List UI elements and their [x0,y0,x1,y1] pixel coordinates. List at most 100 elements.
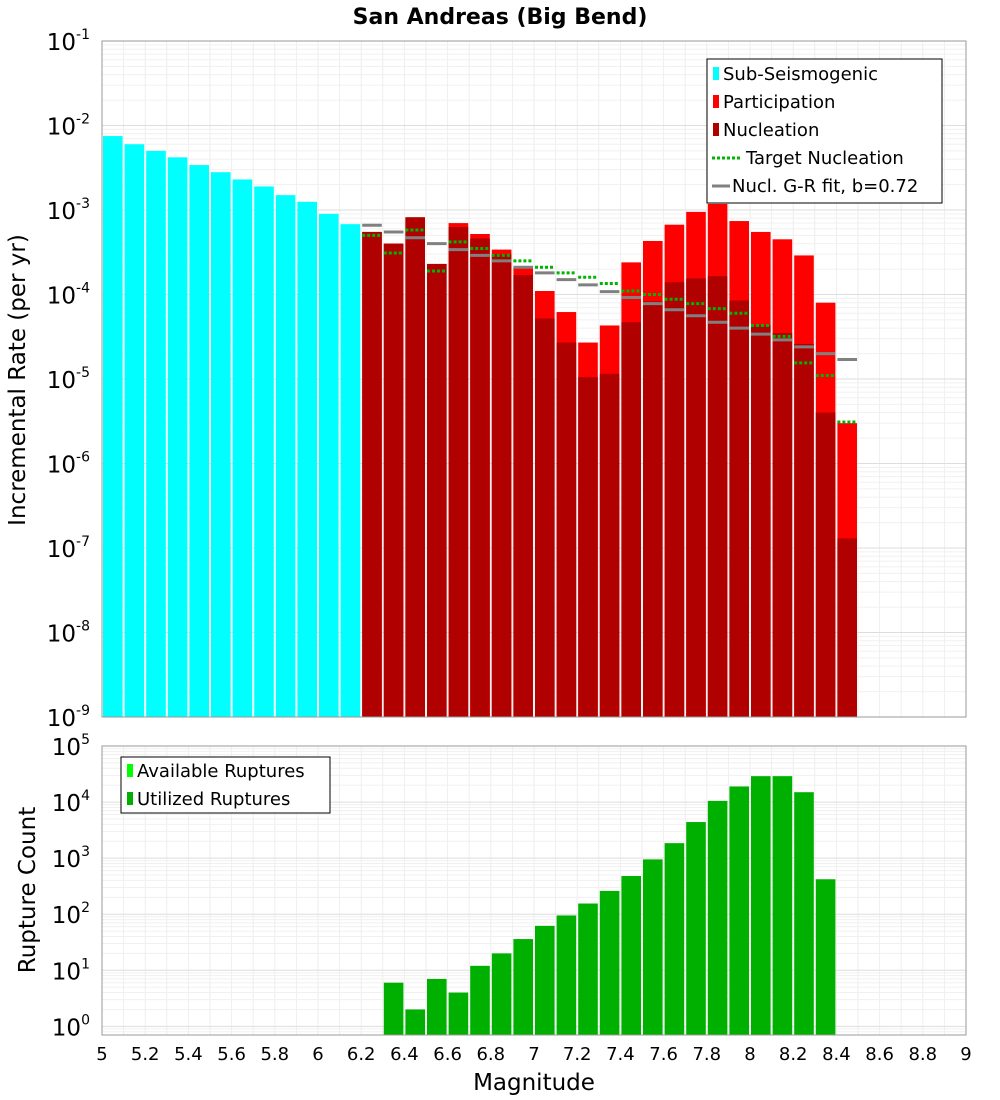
bar-nucleation [599,373,620,717]
bar-nucleation [556,342,577,717]
x-tick-label: 6 [312,1044,323,1065]
bar-utilized-ruptures [427,978,447,1035]
x-tick-label: 7.2 [563,1044,592,1065]
bar-nucleation [686,278,706,717]
y-tick-label: 10-7 [47,534,90,563]
y-tick-label: 100 [52,1012,90,1041]
bar-utilized-ruptures [707,800,728,1035]
bar-nucleation [513,275,533,717]
bar-sub-seismogenic [124,144,145,717]
bar-utilized-ruptures [578,903,598,1035]
bar-utilized-ruptures [470,965,490,1035]
bar-utilized-ruptures [621,875,641,1035]
x-tick-labels: 5 5.2 5.4 5.6 5.8 6 6.2 6.4 6.6 6.8 7 7.2 7.4 7.6 7.8 8… [96,1044,971,1065]
bar-nucleation [837,538,857,717]
x-axis-label: Magnitude [473,1070,595,1096]
y-tick-label: 104 [52,788,90,817]
y-tick-label: 10-9 [47,703,90,732]
bar-nucleation [491,254,512,717]
count-bars [383,776,836,1035]
rate-y-tick-labels: 10-9 10-8 10-7 10-6 10-5 10-4 10-3 10-2 10-1 [47,27,90,732]
y-tick-label: 10-6 [47,450,90,479]
y-tick-label: 102 [52,900,90,929]
legend-label-utilized-ruptures: Utilized Ruptures [137,789,290,810]
bar-nucleation [535,318,555,717]
x-tick-label: 8.2 [779,1044,808,1065]
bar-nucleation [405,217,425,718]
y-tick-label: 10-5 [47,365,90,394]
y-tick-label: 10-1 [47,27,90,56]
count-legend-box [120,756,331,814]
x-tick-label: 5.4 [174,1044,203,1065]
bar-utilized-ruptures [491,953,512,1035]
rate-legend-box [706,58,943,204]
bar-utilized-ruptures [772,776,793,1035]
bar-nucleation [664,282,685,717]
y-tick-label: 10-3 [47,196,90,225]
legend-label-target-nucleation: Target Nucleation [745,148,904,169]
x-tick-label: 5 [96,1044,107,1065]
y-tick-label: 10-2 [47,112,90,141]
legend-label-participation: Participation [723,92,835,113]
bar-sub-seismogenic [146,150,166,718]
count-legend: Available Ruptures Utilized Ruptures [120,756,331,814]
bar-utilized-ruptures [448,992,469,1035]
x-tick-label: 6.6 [433,1044,462,1065]
rate-bars [103,136,857,718]
x-tick-label: 5.8 [260,1044,289,1065]
legend-label-available-ruptures: Available Ruptures [137,761,305,782]
legend-label-gr-fit: Nucl. G-R fit, b=0.72 [732,176,918,197]
bar-utilized-ruptures [729,786,749,1035]
bar-utilized-ruptures [751,776,771,1035]
legend-swatch-utilized-ruptures [127,792,133,805]
legend-swatch-nucleation [713,123,719,136]
bar-utilized-ruptures [383,982,404,1035]
bar-utilized-ruptures [599,890,620,1035]
x-tick-label: 7 [528,1044,539,1065]
bar-utilized-ruptures [513,939,533,1035]
rate-panel: 10-9 10-8 10-7 10-6 10-5 10-4 10-3 10-2 10-1 Inc… [5,27,967,732]
bar-utilized-ruptures [535,925,555,1035]
bar-utilized-ruptures [794,792,814,1035]
bar-utilized-ruptures [405,1009,425,1035]
bar-sub-seismogenic [167,157,188,717]
bar-nucleation [772,333,793,717]
bar-utilized-ruptures [556,915,577,1035]
x-tick-label: 8.4 [822,1044,851,1065]
y-tick-label: 103 [52,844,90,873]
bar-utilized-ruptures [815,879,836,1035]
bar-sub-seismogenic [232,179,253,718]
x-tick-label: 8 [744,1044,755,1065]
x-tick-label: 9 [960,1044,971,1065]
bar-nucleation [729,300,749,717]
bar-nucleation [621,322,641,717]
bar-sub-seismogenic [297,201,317,718]
x-tick-label: 7.6 [649,1044,678,1065]
bar-nucleation [794,343,814,717]
bar-nucleation [751,325,771,717]
bar-nucleation [448,226,469,717]
count-y-axis-label: Rupture Count [15,807,41,973]
bar-sub-seismogenic [211,172,231,717]
bar-sub-seismogenic [340,224,361,717]
bar-nucleation [383,243,404,718]
count-plot-frame [101,745,967,1036]
bar-nucleation [362,231,382,718]
bar-utilized-ruptures [643,859,663,1035]
bar-sub-seismogenic [189,165,209,717]
count-y-tick-labels: 100 101 102 103 104 105 [52,732,90,1041]
chart-title: San Andreas (Big Bend) [353,5,648,30]
bar-sub-seismogenic [319,213,339,717]
bar-utilized-ruptures [664,843,685,1035]
x-tick-label: 6.2 [347,1044,376,1065]
x-tick-label: 6.8 [476,1044,505,1065]
rate-plot-frame [101,40,967,718]
x-tick-label: 8.8 [908,1044,937,1065]
x-tick-label: 7.4 [606,1044,635,1065]
legend-swatch-available-ruptures [127,764,133,777]
bar-nucleation [470,238,490,718]
bar-nucleation [815,412,836,717]
bar-sub-seismogenic [275,195,296,717]
rupture-count-panel: 100 101 102 103 104 105 5 5.2 5.4 5.6 5.8 6 6.2 6.4 6… [15,732,972,1096]
